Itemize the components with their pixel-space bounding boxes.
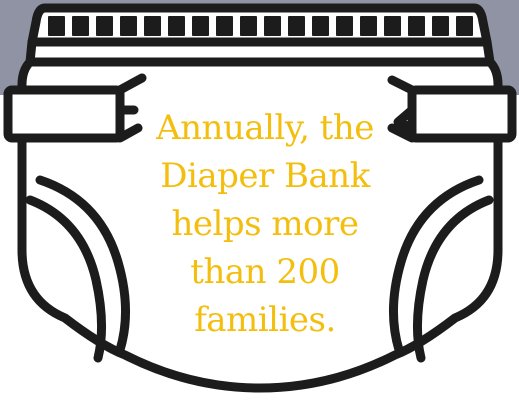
message-line-1: Annually, the bbox=[156, 108, 374, 148]
message-text: Annually, the Diaper Bank helps more tha… bbox=[130, 104, 400, 344]
message-line-4: than 200 bbox=[190, 252, 340, 292]
message-line-5: families. bbox=[194, 300, 336, 340]
message-line-3: helps more bbox=[171, 204, 360, 244]
message-line-2: Diaper Bank bbox=[160, 156, 370, 196]
